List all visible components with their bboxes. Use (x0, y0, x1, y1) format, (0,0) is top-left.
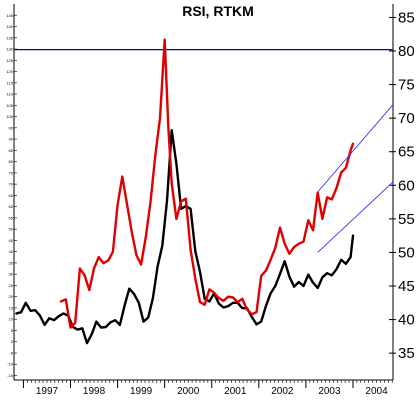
left-tick-label: 10 (9, 317, 14, 322)
right-tick-label: 65 (398, 144, 415, 161)
left-tick-label: 60 (9, 204, 14, 209)
left-tick-label: 110 (7, 92, 14, 97)
x-tick-label: 1997 (36, 386, 59, 397)
left-tick-label: 75 (9, 170, 14, 175)
x-tick-label: 2003 (318, 386, 341, 397)
left-tick-label: 55 (9, 215, 14, 220)
plot-area (14, 38, 394, 345)
right-tick-label: 60 (398, 177, 415, 194)
left-tick-label: 115 (7, 80, 14, 85)
left-tick-label: 145 (6, 13, 13, 18)
left-tick-label: -5 (9, 350, 13, 355)
x-tick-label: 2002 (271, 386, 294, 397)
trendline (317, 104, 394, 193)
left-tick-label: 105 (6, 103, 13, 108)
series-line-red (59, 38, 355, 329)
left-tick-label: 140 (6, 24, 13, 29)
left-tick-label: 30 (9, 272, 14, 277)
left-tick-label: 85 (9, 148, 14, 153)
left-tick-label: 15 (9, 305, 14, 310)
right-axis: 35 40 45 50 55 60 65 70 75 80 85 (389, 4, 415, 380)
left-tick-label: 80 (9, 159, 14, 164)
left-tick-label: 100 (6, 114, 13, 119)
left-tick-label: 120 (6, 69, 13, 74)
right-tick-label: 55 (398, 211, 415, 228)
left-tick-label: 25 (9, 283, 14, 288)
right-tick-label: 70 (398, 110, 415, 127)
x-tick-label: 2004 (365, 386, 388, 397)
left-tick-label: 70 (9, 182, 14, 187)
left-tick-label: 125 (6, 58, 13, 63)
left-tick-label: 90 (9, 137, 14, 142)
trendline (317, 181, 394, 253)
left-tick-label: -10 (7, 362, 14, 367)
x-tick-label: 2001 (224, 386, 247, 397)
left-tick-label: 45 (9, 238, 14, 243)
x-tick-label: 1998 (83, 386, 106, 397)
left-tick-label: 35 (9, 260, 14, 265)
right-tick-label: 80 (398, 43, 415, 60)
right-tick-label: 85 (398, 9, 415, 26)
left-tick-label: 50 (9, 227, 14, 232)
x-tick-label: 1999 (130, 386, 153, 397)
x-axis: 1997 1998 1999 2000 2001 2002 2003 2004 (14, 379, 393, 397)
left-tick-label: 40 (9, 249, 14, 254)
left-tick-label: 130 (6, 47, 13, 52)
left-tick-label: 65 (9, 193, 14, 198)
right-tick-label: 45 (398, 278, 415, 295)
right-tick-label: 50 (398, 244, 415, 261)
right-tick-label: 40 (398, 312, 415, 329)
left-tick-label: 5 (11, 328, 14, 333)
left-axis: 1451401351301251201151101051009590858075… (6, 4, 17, 380)
chart-title: RSI, RTKM (182, 3, 254, 19)
left-tick-label: 95 (9, 125, 14, 130)
left-tick-label: 135 (6, 35, 13, 40)
left-tick-label: -15 (7, 373, 14, 378)
right-tick-label: 75 (398, 77, 415, 94)
x-tick-label: 2000 (177, 386, 200, 397)
right-tick-label: 35 (398, 345, 415, 362)
left-tick-label: 20 (9, 294, 14, 299)
left-tick-label: 0 (11, 339, 14, 344)
